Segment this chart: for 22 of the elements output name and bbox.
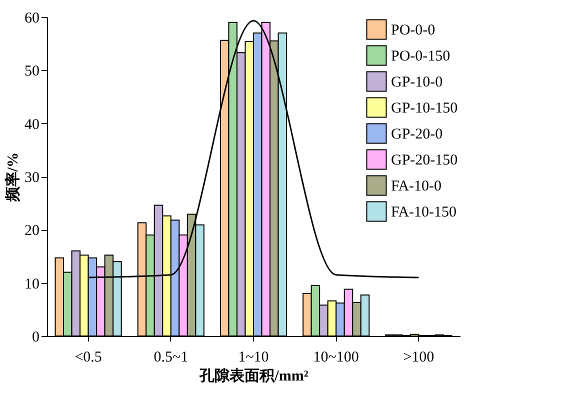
x-tick-label: 10~100 <box>313 350 359 366</box>
y-tick-label: 50 <box>24 64 40 80</box>
x-tick-label: <0.5 <box>74 350 102 366</box>
legend-label: PO-0-150 <box>391 48 450 64</box>
y-tick-label: 0 <box>32 330 40 346</box>
legend-label: GP-10-150 <box>391 100 458 116</box>
y-tick-label: 40 <box>24 116 40 133</box>
legend-label: GP-20-150 <box>391 152 458 168</box>
x-tick-label: 0.5~1 <box>154 350 188 366</box>
legend-label: FA-10-0 <box>391 178 442 194</box>
y-tick-label: 60 <box>24 10 40 26</box>
legend-label: GP-20-0 <box>391 126 443 142</box>
x-axis-title: 孔隙表面积/mm² <box>198 368 309 384</box>
y-tick-label: 20 <box>24 223 40 240</box>
legend-label: FA-10-150 <box>391 204 457 220</box>
x-tick-label: >100 <box>403 350 434 366</box>
legend-label: GP-10-0 <box>391 74 443 90</box>
y-tick-label: 30 <box>24 170 40 186</box>
x-tick-label: 1~10 <box>238 350 269 366</box>
legend-label: PO-0-0 <box>391 22 436 38</box>
y-tick-label: 10 <box>24 276 40 292</box>
y-axis-title: 频率/% <box>4 152 22 203</box>
